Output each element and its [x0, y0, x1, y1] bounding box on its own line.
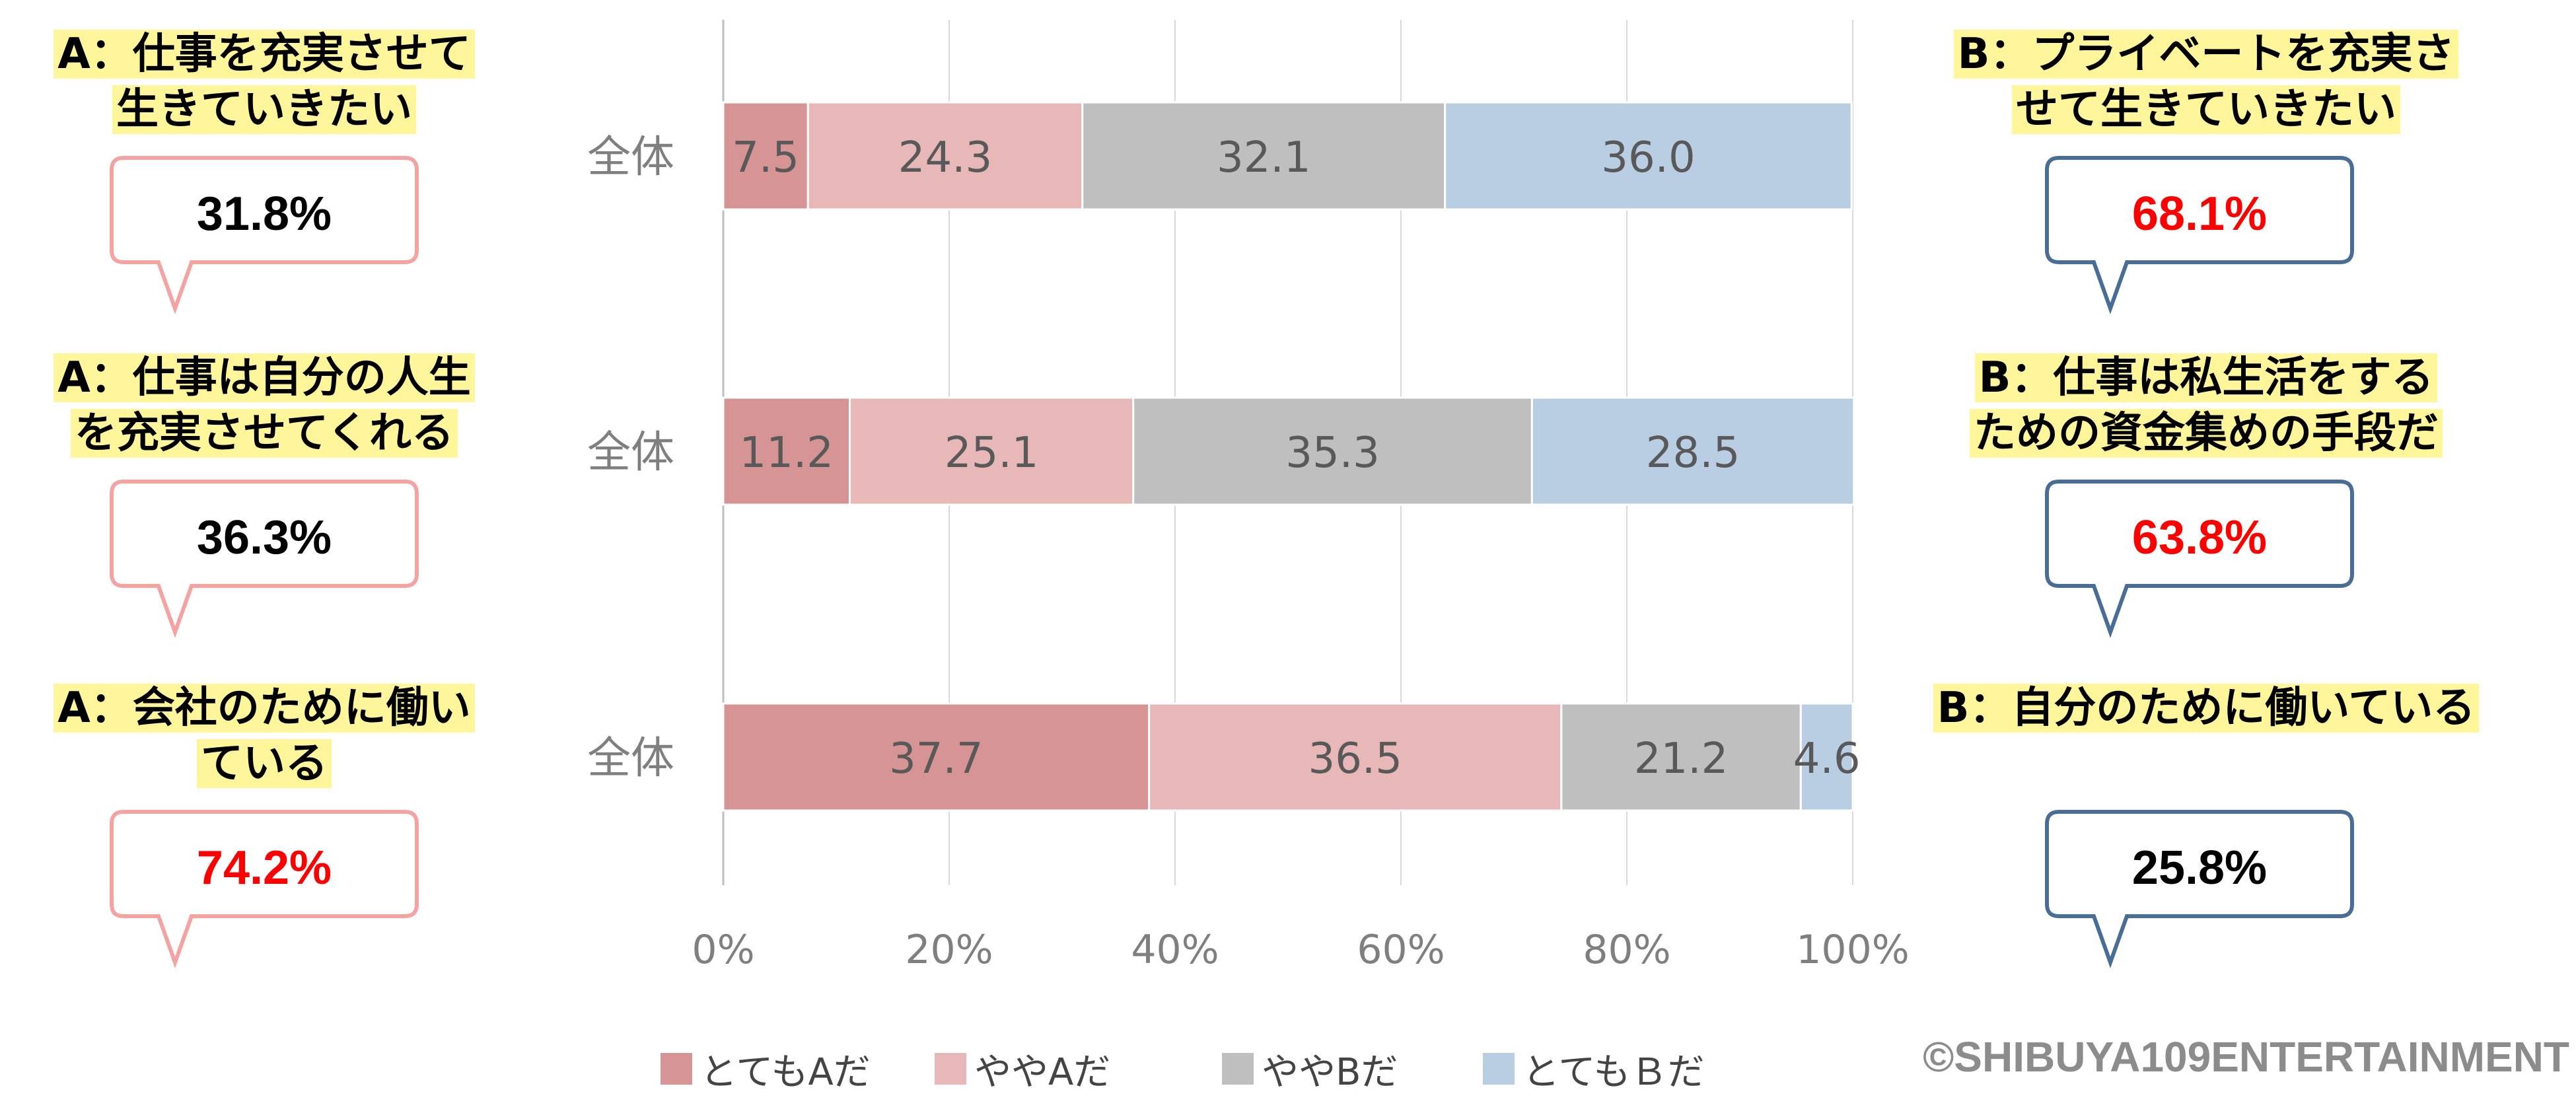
question-2-b-label: B：仕事は私生活をする ための資金集めの手段だ: [1856, 350, 2556, 461]
question-1-b-percent-bubble: 68.1%: [2044, 155, 2355, 314]
x-tick-label: 20%: [905, 927, 993, 973]
bar-data-label: 32.1: [1217, 133, 1311, 182]
bar-segment: [1148, 702, 1563, 812]
x-tick-label: 40%: [1131, 927, 1219, 973]
bar-data-label: 11.2: [740, 429, 834, 478]
speech-bubble-shape: [2045, 480, 2354, 638]
legend-swatch-somewhat-b: [1222, 1053, 1254, 1085]
bar-data-label: 7.5: [732, 133, 799, 182]
bar-segment: [1799, 702, 1854, 812]
category-label: 全体: [587, 427, 674, 478]
bar-data-label: 25.1: [945, 429, 1039, 478]
question-3-b-percent: 25.8%: [2131, 842, 2268, 894]
question-1-a-label: A：仕事を充実させて 生きていきたい: [13, 26, 515, 137]
question-1-a-percent: 31.8%: [196, 188, 332, 240]
category-label: 全体: [587, 733, 674, 783]
speech-bubble-shape: [110, 480, 419, 638]
x-tick-label: 0%: [692, 927, 754, 973]
legend-item-very-a: とてもAだ: [661, 1042, 871, 1095]
speech-bubble-shape: [2045, 156, 2354, 314]
x-tick-label: 60%: [1357, 927, 1445, 973]
x-tick-label: 100%: [1796, 927, 1910, 973]
question-3-a-percent-bubble: 74.2%: [109, 809, 419, 968]
bar-segment: [1560, 702, 1802, 812]
legend-item-very-b: とてもＢだ: [1483, 1042, 1705, 1095]
question-3-a-label: A：会社のために働い ている: [13, 680, 515, 791]
question-2-a-percent: 36.3%: [196, 511, 332, 564]
question-3-a-percent: 74.2%: [196, 842, 332, 894]
question-1-b-label: B：プライベートを充実さ せて生きていきたい: [1856, 26, 2556, 137]
legend-item-somewhat-b: ややBだ: [1222, 1042, 1398, 1095]
bar-data-label: 35.3: [1285, 429, 1380, 478]
bar-data-label: 21.2: [1634, 735, 1729, 783]
bar-data-label: 36.5: [1308, 735, 1402, 783]
speech-bubble-shape: [110, 810, 419, 968]
question-2-a-label: A：仕事は自分の人生 を充実させてくれる: [13, 350, 515, 461]
bar-data-label: 36.0: [1601, 133, 1696, 182]
bar-segment: [849, 396, 1135, 506]
x-axis-ticks: 0% 20% 40% 60% 80% 100%: [692, 927, 1909, 973]
bar-segment: [1081, 101, 1447, 211]
bar-segment: [1132, 396, 1533, 506]
speech-bubble-shape: [2045, 810, 2354, 968]
bar-data-label: 24.3: [898, 133, 993, 182]
bar-segment: [1530, 396, 1855, 506]
bar-segment: [806, 101, 1084, 211]
copyright-text: ©SHIBUYA109ENTERTAINMENT: [1923, 1033, 2569, 1081]
bar-data-label: 37.7: [889, 735, 984, 783]
legend-item-somewhat-a: ややAだ: [935, 1042, 1110, 1095]
x-tick-label: 80%: [1583, 927, 1670, 973]
bar-segment: [722, 101, 809, 211]
speech-bubble-shape: [110, 156, 419, 314]
question-3-b-label: B：自分のために働いている: [1856, 680, 2556, 736]
category-label: 全体: [587, 131, 674, 182]
question-3-b-percent-bubble: 25.8%: [2044, 809, 2355, 968]
question-2-a-percent-bubble: 36.3%: [109, 479, 419, 638]
bar-data-label: 28.5: [1646, 429, 1740, 478]
chart-bars: 7.5 24.3 32.1 36.0 11.2 25.1 35.3 28.5 37.7 36.5 2…: [722, 101, 1861, 812]
legend-swatch-very-a: [661, 1053, 692, 1085]
question-1-b-percent: 68.1%: [2131, 188, 2268, 240]
question-2-b-percent: 63.8%: [2131, 511, 2268, 564]
question-2-b-percent-bubble: 63.8%: [2044, 479, 2355, 638]
question-1-a-percent-bubble: 31.8%: [109, 155, 419, 314]
bar-segment: [1444, 101, 1853, 211]
bar-data-label: 4.6: [1793, 735, 1861, 783]
legend-swatch-very-b: [1483, 1053, 1515, 1085]
legend-swatch-somewhat-a: [935, 1053, 966, 1085]
chart-legend: とてもAだ ややAだ ややBだ とてもＢだ: [0, 1042, 1915, 1095]
